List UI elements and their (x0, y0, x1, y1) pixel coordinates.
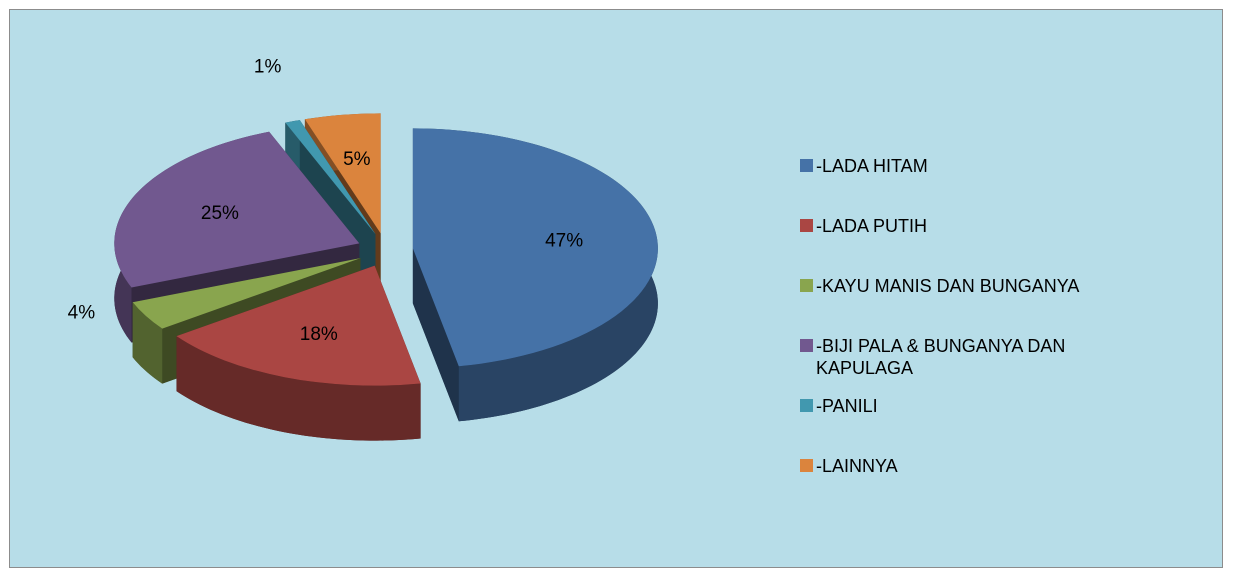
legend-swatch (800, 219, 813, 232)
legend-swatch (800, 159, 813, 172)
pie-slice (412, 128, 658, 422)
legend-swatch (800, 279, 813, 292)
data-label: 47% (545, 230, 583, 251)
slice-top (114, 131, 360, 288)
legend-label: -PANILI (816, 396, 878, 416)
legend-label: -LADA PUTIH (816, 216, 928, 236)
legend-swatch (800, 339, 813, 352)
legend-swatch (800, 399, 813, 412)
data-label: 25% (201, 203, 239, 224)
slice-wall (132, 302, 163, 384)
legend-label: -BIJI PALA & BUNGANYA DAN KAPULAGA (816, 336, 1066, 378)
slice-top (412, 128, 658, 367)
data-label: 18% (300, 324, 338, 345)
legend-swatch (800, 459, 813, 472)
legend-item: -BIJI PALA & BUNGANYA DAN KAPULAGA (800, 335, 1136, 379)
legend-label: -LADA HITAM (816, 156, 928, 176)
slice-top (285, 120, 376, 235)
slice-top (304, 113, 381, 234)
legend-item: -LADA HITAM (800, 155, 1136, 177)
legend: -LADA HITAM -LADA PUTIH -KAYU MANIS DAN BU… (800, 0, 1220, 578)
legend-item: -LAINNYA (800, 455, 1136, 477)
slice-top (176, 265, 421, 386)
slice-top (132, 258, 361, 329)
legend-item: -PANILI (800, 395, 1136, 417)
legend-label: -KAYU MANIS DAN BUNGANYA (816, 276, 1080, 296)
data-label: 4% (68, 302, 96, 323)
pie-slice (176, 265, 421, 441)
data-label: 5% (343, 149, 371, 170)
slice-wall (176, 336, 421, 441)
legend-item: -LADA PUTIH (800, 215, 1136, 237)
legend-item: -KAYU MANIS DAN BUNGANYA (800, 275, 1136, 297)
data-label: 1% (254, 56, 282, 77)
legend-label: -LAINNYA (816, 456, 898, 476)
slice-side (412, 248, 459, 422)
